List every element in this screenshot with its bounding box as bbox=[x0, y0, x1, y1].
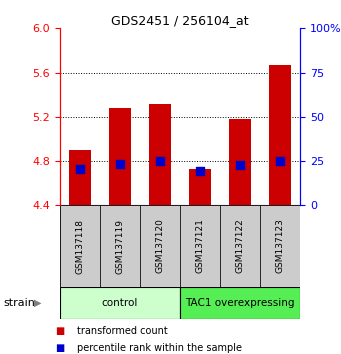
Text: GSM137118: GSM137118 bbox=[75, 218, 84, 274]
Bar bbox=[260, 205, 300, 287]
Point bbox=[157, 158, 163, 164]
Point bbox=[117, 161, 122, 167]
Bar bbox=[269, 65, 291, 205]
Bar bbox=[229, 119, 251, 205]
Text: GSM137120: GSM137120 bbox=[155, 218, 164, 274]
Bar bbox=[60, 287, 180, 319]
Text: GSM137121: GSM137121 bbox=[195, 218, 204, 274]
Point bbox=[77, 166, 83, 172]
Bar bbox=[109, 108, 131, 205]
Text: control: control bbox=[102, 298, 138, 308]
Bar bbox=[149, 104, 171, 205]
Text: GSM137123: GSM137123 bbox=[276, 218, 284, 274]
Text: GSM137119: GSM137119 bbox=[115, 218, 124, 274]
Bar bbox=[69, 150, 91, 205]
Text: ▶: ▶ bbox=[34, 298, 42, 308]
Bar bbox=[220, 205, 260, 287]
Text: ■: ■ bbox=[55, 326, 64, 336]
Text: transformed count: transformed count bbox=[77, 326, 167, 336]
Text: strain: strain bbox=[3, 298, 35, 308]
Bar bbox=[189, 169, 211, 205]
Text: GSM137122: GSM137122 bbox=[236, 219, 244, 273]
Bar bbox=[180, 205, 220, 287]
Bar bbox=[180, 287, 300, 319]
Point bbox=[237, 163, 243, 169]
Bar bbox=[140, 205, 180, 287]
Text: ■: ■ bbox=[55, 343, 64, 353]
Bar bbox=[60, 205, 100, 287]
Point bbox=[197, 168, 203, 174]
Point bbox=[277, 158, 283, 164]
Title: GDS2451 / 256104_at: GDS2451 / 256104_at bbox=[111, 14, 249, 27]
Text: TAC1 overexpressing: TAC1 overexpressing bbox=[185, 298, 295, 308]
Text: percentile rank within the sample: percentile rank within the sample bbox=[77, 343, 242, 353]
Bar bbox=[100, 205, 140, 287]
